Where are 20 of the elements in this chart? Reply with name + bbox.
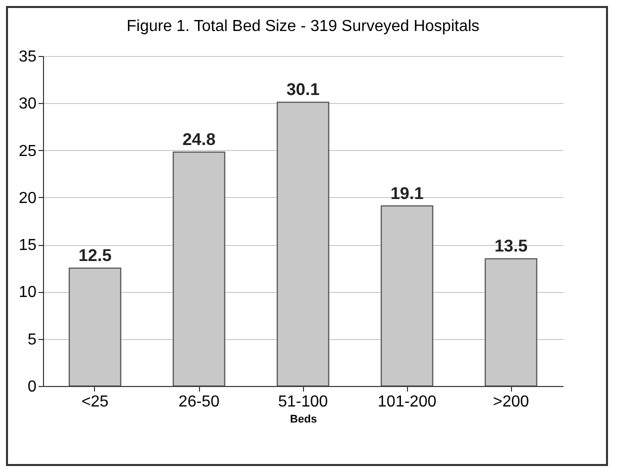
y-tick-label: 15 xyxy=(18,237,37,254)
y-tick-label: 10 xyxy=(18,284,37,302)
y-tick-label: 30 xyxy=(18,96,37,113)
data-label: 30.1 xyxy=(286,80,320,100)
y-tick-label: 25 xyxy=(18,142,37,160)
x-tick-label: 51-100 xyxy=(278,394,328,410)
x-tick-label: >200 xyxy=(492,394,530,410)
x-tick-label: 26-50 xyxy=(178,394,220,410)
x-tick-label: 101-200 xyxy=(378,394,436,410)
y-tick-label: 35 xyxy=(18,48,37,66)
y-tick-label: 20 xyxy=(18,190,37,207)
data-label: 24.8 xyxy=(182,130,216,150)
chart-title: Figure 1. Total Bed Size - 319 Surveyed Hospitals xyxy=(126,18,480,35)
x-tick-label: <25 xyxy=(81,394,109,410)
y-tick-label: 0 xyxy=(28,378,37,396)
data-label: 13.5 xyxy=(494,236,528,256)
data-label: 19.1 xyxy=(390,184,424,203)
data-label: 12.5 xyxy=(78,246,112,266)
x-axis-title: Beds xyxy=(290,414,317,426)
y-tick-label: 5 xyxy=(28,331,37,348)
